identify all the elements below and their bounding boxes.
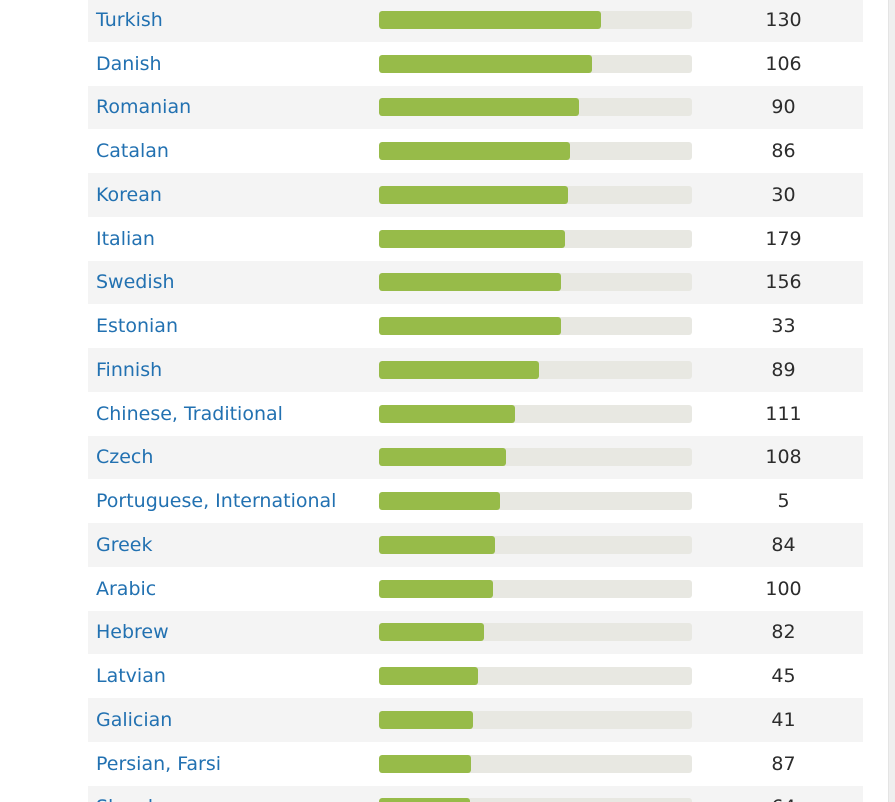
table-row: Finnish 89 (88, 348, 863, 392)
progress-bar (379, 623, 692, 642)
count-value: 106 (765, 52, 802, 75)
count-value: 64 (692, 796, 863, 802)
count-value: 179 (765, 227, 802, 250)
count-value: 30 (771, 183, 796, 206)
progress-bar (379, 185, 692, 204)
progress-bar-fill (379, 10, 602, 29)
progress-bar (379, 448, 692, 467)
count-value: 5 (777, 490, 790, 513)
table-row: Korean 30 (88, 173, 863, 217)
progress-bar (379, 404, 692, 423)
progress-bar-fill (379, 492, 500, 511)
language-link[interactable]: Turkish (96, 8, 163, 31)
table-row: Italian 179 (88, 216, 863, 261)
table-row: Turkish 130 (88, 0, 863, 42)
table-row: Latvian 45 (88, 654, 863, 698)
page-scrollbar[interactable] (888, 0, 895, 802)
table-row: Arabic 100 (88, 566, 863, 611)
count-value: 111 (765, 402, 802, 425)
language-link[interactable]: Korean (96, 183, 162, 206)
language-link[interactable]: Catalan (96, 140, 169, 163)
language-link[interactable]: Czech (96, 446, 154, 469)
language-link[interactable]: Chinese, Traditional (96, 402, 283, 425)
progress-bar-fill (379, 623, 484, 642)
progress-bar (379, 10, 692, 29)
progress-bar-fill (379, 273, 561, 292)
table-row: Slovak 64 (88, 785, 863, 802)
language-link[interactable]: Galician (96, 708, 173, 731)
language-link[interactable]: Romanian (96, 96, 192, 119)
language-link[interactable]: Danish (96, 52, 162, 75)
language-link[interactable]: Arabic (96, 577, 157, 600)
table-row: Catalan 86 (88, 129, 863, 173)
count-value: 108 (765, 446, 802, 469)
progress-bar (379, 317, 692, 336)
table-row: Chinese, Traditional 111 (88, 391, 863, 436)
table-row: Estonian 33 (88, 304, 863, 348)
progress-bar-fill (379, 54, 592, 73)
progress-bar-fill (379, 667, 478, 686)
language-link[interactable]: Latvian (96, 665, 166, 688)
progress-bar-fill (379, 317, 561, 336)
count-value: 41 (771, 708, 796, 731)
progress-bar (379, 492, 692, 511)
progress-bar (379, 579, 692, 598)
progress-bar-fill (379, 710, 473, 729)
progress-bar (379, 535, 692, 554)
progress-bar (379, 229, 692, 248)
count-value: 87 (771, 752, 796, 775)
count-value: 130 (765, 8, 802, 31)
count-value: 84 (771, 533, 796, 556)
table-row: Hebrew 82 (88, 610, 863, 655)
count-value: 89 (771, 358, 796, 381)
language-link[interactable]: Persian, Farsi (96, 752, 222, 775)
count-value: 33 (771, 315, 796, 338)
progress-bar-fill (379, 229, 566, 248)
table-row: Czech 108 (88, 435, 863, 480)
table-row: Greek 84 (88, 523, 863, 567)
progress-bar (379, 710, 692, 729)
count-value: 86 (771, 140, 796, 163)
table-row: Persian, Farsi 87 (88, 741, 863, 786)
progress-bar-fill (379, 360, 539, 379)
table-row: Galician 41 (88, 698, 863, 742)
progress-bar-fill (379, 579, 494, 598)
table-row: Romanian 90 (88, 85, 863, 130)
progress-bar (379, 798, 692, 802)
language-link[interactable]: Italian (96, 227, 155, 250)
language-link[interactable]: Portuguese, International (96, 490, 337, 513)
count-value: 156 (765, 271, 802, 294)
progress-bar-fill (379, 535, 495, 554)
language-link[interactable]: Finnish (96, 358, 163, 381)
progress-bar-fill (379, 754, 472, 773)
language-link[interactable]: Hebrew (96, 621, 169, 644)
count-value: 45 (771, 665, 796, 688)
language-table: Turkish 130 Danish 106 Romanian 90 Catalan 86 Ko… (88, 0, 863, 802)
count-value: 82 (771, 621, 796, 644)
count-value: 90 (771, 96, 796, 119)
progress-bar (379, 667, 692, 686)
table-row: Danish 106 (88, 41, 863, 86)
progress-bar-fill (379, 98, 580, 117)
language-link[interactable]: Estonian (96, 315, 178, 338)
progress-bar (379, 54, 692, 73)
progress-bar-fill (379, 404, 516, 423)
table-row: Portuguese, International 5 (88, 479, 863, 523)
progress-bar-fill (379, 185, 569, 204)
progress-bar (379, 754, 692, 773)
progress-bar-fill (379, 448, 506, 467)
progress-bar (379, 360, 692, 379)
language-link[interactable]: Swedish (96, 271, 175, 294)
language-link[interactable]: Slovak (88, 796, 371, 802)
progress-bar-fill (379, 142, 570, 161)
progress-bar (379, 273, 692, 292)
count-value: 100 (765, 577, 802, 600)
language-link[interactable]: Greek (96, 533, 153, 556)
table-row: Swedish 156 (88, 260, 863, 305)
progress-bar (379, 142, 692, 161)
progress-bar-fill (379, 798, 470, 802)
progress-bar (379, 98, 692, 117)
